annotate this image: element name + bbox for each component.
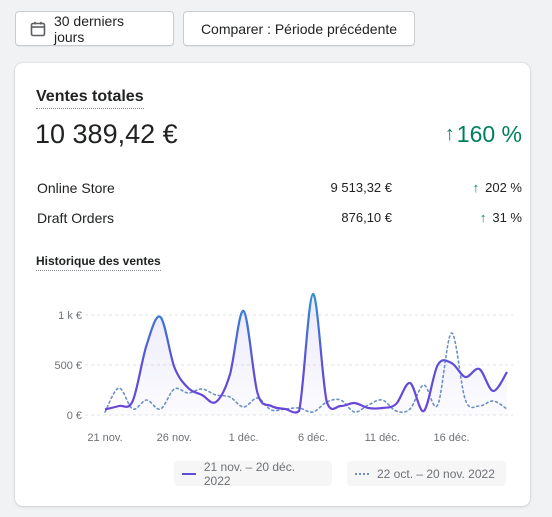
legend-label: 21 nov. – 20 déc. 2022 bbox=[203, 459, 296, 488]
channel-name: Online Store bbox=[37, 180, 115, 196]
arrow-up-icon: ↑ bbox=[479, 210, 487, 225]
total-sales-value: 10 389,42 € bbox=[35, 119, 178, 149]
compare-label: Comparer : Période précédente bbox=[200, 20, 398, 37]
channel-amount: 9 513,32 € bbox=[330, 180, 392, 195]
compare-button[interactable]: Comparer : Période précédente bbox=[183, 11, 415, 46]
channel-row-draft-orders: Draft Orders 876,10 € ↑ 31 % bbox=[37, 210, 522, 228]
x-tick-label: 16 déc. bbox=[434, 432, 470, 444]
legend-item-previous[interactable]: 22 oct. – 20 nov. 2022 bbox=[347, 461, 506, 486]
sales-history-title[interactable]: Historique des ventes bbox=[36, 254, 161, 271]
total-sales-card: Ventes totales 10 389,42 € ↑ 160 % Onlin… bbox=[15, 63, 530, 506]
channel-change-value: 202 % bbox=[485, 180, 522, 195]
y-tick-label: 500 € bbox=[54, 360, 82, 372]
calendar-icon bbox=[30, 21, 46, 36]
y-tick-label: 0 € bbox=[67, 410, 82, 422]
solid-line-swatch-icon bbox=[182, 472, 196, 475]
total-change-value: 160 % bbox=[456, 121, 522, 147]
date-range-button[interactable]: 30 derniers jours bbox=[15, 11, 174, 46]
channel-amount: 876,10 € bbox=[341, 210, 392, 225]
legend-item-current[interactable]: 21 nov. – 20 déc. 2022 bbox=[174, 459, 332, 488]
toolbar: 30 derniers jours Comparer : Période pré… bbox=[15, 11, 415, 46]
total-change: ↑ 160 % bbox=[445, 121, 522, 148]
date-range-label: 30 derniers jours bbox=[53, 12, 125, 45]
x-tick-label: 26 nov. bbox=[157, 432, 192, 444]
card-title[interactable]: Ventes totales bbox=[36, 88, 144, 109]
arrow-up-icon: ↑ bbox=[444, 123, 455, 145]
y-tick-label: 1 k € bbox=[58, 310, 82, 322]
channel-name: Draft Orders bbox=[37, 210, 115, 226]
arrow-up-icon: ↑ bbox=[472, 180, 480, 195]
x-tick-label: 1 déc. bbox=[229, 432, 259, 444]
sales-history-chart: 0 € 500 € 1 k € 21 nov. 26 nov. 1 déc. 6 déc. 1… bbox=[54, 292, 513, 444]
channel-change-value: 31 % bbox=[492, 210, 522, 225]
x-tick-label: 21 nov. bbox=[87, 432, 122, 444]
x-tick-label: 6 déc. bbox=[298, 432, 328, 444]
legend-label: 22 oct. – 20 nov. 2022 bbox=[377, 466, 495, 481]
channel-row-online-store: Online Store 9 513,32 € ↑ 202 % bbox=[37, 180, 522, 198]
x-tick-label: 11 déc. bbox=[365, 432, 400, 444]
dotted-line-swatch-icon bbox=[355, 472, 369, 475]
series-line-current bbox=[104, 292, 508, 414]
channel-change: ↑ 202 % bbox=[473, 180, 522, 195]
series-line-previous bbox=[104, 332, 508, 413]
channel-change: ↑ 31 % bbox=[480, 210, 522, 225]
